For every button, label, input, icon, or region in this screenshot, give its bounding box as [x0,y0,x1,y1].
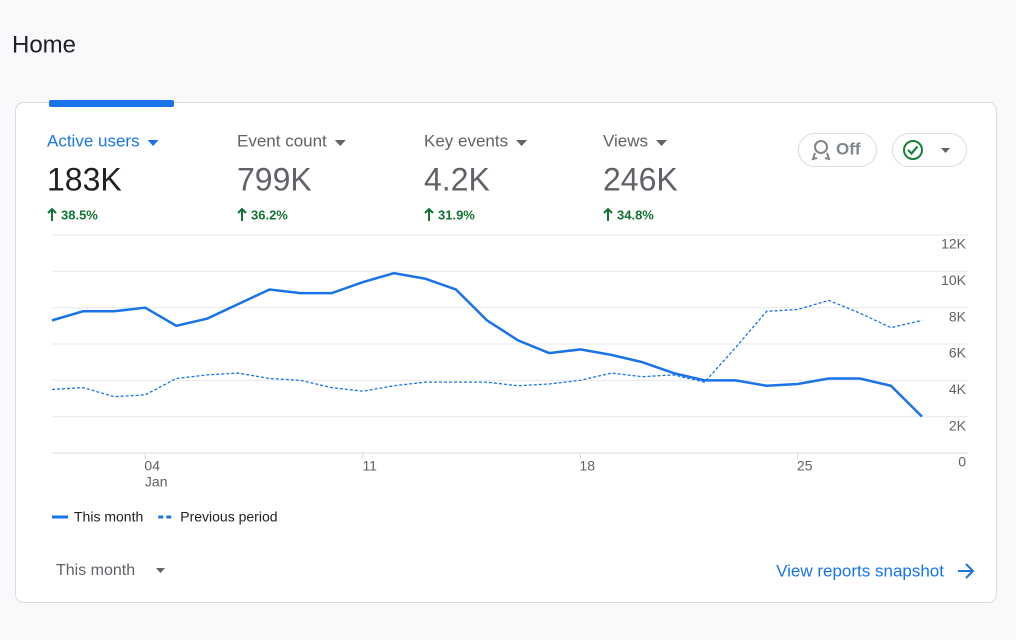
up-arrow [424,207,434,221]
series-line [51,271,923,418]
metric-change: 38.5% [61,207,98,222]
check-icon [903,140,923,160]
metric-label: Views [603,131,648,150]
page-title: Home [12,31,76,58]
metric-value: 183K [47,161,122,197]
metric-label: Active users [47,131,140,150]
up-arrow [603,207,613,221]
metric-value: 4.2K [424,161,490,197]
link-text: View reports snapshot [776,561,944,580]
metric-value: 246K [603,161,678,197]
metric-change: 34.8% [617,207,654,222]
chip-icon [814,140,828,154]
x-tick-label: 25 [797,458,813,474]
metric-tab[interactable]: Active users 183K 38.5% [47,131,159,222]
metric-value: 799K [237,161,312,197]
y-tick-label: 4K [949,381,967,397]
x-tick-label: 11 [362,458,377,474]
dropdown-arrow [147,140,159,146]
dropdown-arrow [656,140,668,146]
card [15,102,997,603]
x-tick-label: 04 [144,458,160,474]
metric-tab[interactable]: Key events 4.2K 31.9% [424,131,528,222]
metric-change: 31.9% [438,207,475,222]
insights-chip[interactable]: Off [798,133,877,167]
snapshot-link[interactable]: View reports snapshot [776,561,975,580]
series-line [51,299,923,398]
metric-tab[interactable]: Event count 799K 36.2% [237,131,346,222]
x-annotation: Jan [145,474,168,490]
legend-label: This month [74,509,143,525]
dropdown-arrow [156,568,165,573]
y-tick-label: 6K [949,345,967,361]
period-selector[interactable]: This month [56,562,165,579]
y-tick-label: 12K [941,236,967,252]
y-tick-label: 2K [949,417,967,433]
metric-change: 36.2% [251,207,288,222]
x-tick-label: 18 [579,458,595,474]
dropdown-arrow [334,140,346,146]
tab-indicator [49,100,174,107]
period-label: This month [56,562,135,579]
chip-label: Off [836,139,861,158]
dropdown-arrow [516,140,528,146]
dropdown-arrow [941,148,950,153]
metric-tab[interactable]: Views 246K 34.8% [603,131,678,222]
y-tick-label: 0 [958,454,966,470]
y-tick-label: 10K [941,272,967,288]
up-arrow [237,207,247,221]
legend-label: Previous period [180,509,277,525]
y-tick-label: 8K [949,308,967,324]
arrow-icon [958,563,975,579]
status-chip[interactable] [892,133,967,167]
up-arrow [47,207,57,221]
chip-icon-ribbon [811,152,831,161]
metric-label: Key events [424,131,508,150]
metric-label: Event count [237,131,327,150]
check-mark [907,145,919,156]
